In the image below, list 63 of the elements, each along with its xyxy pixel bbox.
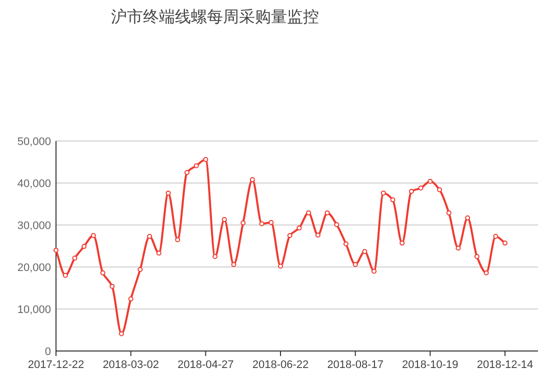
point (54, 248, 58, 253)
point (437, 187, 442, 192)
point (390, 197, 396, 202)
point (128, 296, 134, 302)
point (484, 270, 489, 276)
point (315, 232, 320, 238)
y-tick-label: 20,000 (17, 262, 51, 274)
y-tick-label: 40,000 (17, 178, 51, 190)
x-tick-label: 2017-12-22 (28, 359, 84, 371)
point (212, 254, 218, 259)
x-tick-label: 2018-10-19 (402, 359, 458, 371)
y-tick-label: 0 (44, 346, 51, 358)
point (278, 264, 283, 269)
point (138, 267, 143, 272)
point (306, 210, 312, 216)
point (352, 262, 358, 267)
point (372, 268, 377, 274)
x-tick-label: 2018-08-17 (327, 359, 384, 371)
point (250, 177, 255, 182)
point (493, 234, 498, 239)
point (474, 254, 480, 259)
chart-title: 沪市终端线螺每周采购量监控 (111, 7, 319, 26)
point (166, 190, 171, 196)
point (194, 163, 199, 168)
point (408, 188, 414, 194)
point (231, 262, 236, 267)
y-tick-label: 50,000 (17, 136, 51, 148)
point (343, 241, 348, 246)
point (184, 170, 190, 175)
point (296, 225, 302, 230)
point (240, 220, 246, 226)
point (72, 256, 78, 261)
y-tick-label: 10,000 (17, 304, 51, 316)
x-tick-label: 2018-04-27 (178, 359, 234, 371)
point (90, 233, 96, 238)
point (156, 250, 162, 256)
point (62, 272, 68, 278)
point (456, 246, 461, 251)
point (82, 244, 87, 249)
point (502, 240, 508, 246)
point (259, 221, 264, 226)
point (428, 178, 433, 184)
point (465, 215, 470, 220)
x-tick-label: 2018-12-14 (476, 359, 534, 371)
point (362, 248, 368, 254)
point (222, 217, 227, 222)
point (324, 210, 330, 216)
point (110, 284, 115, 289)
x-tick-label: 2018-06-22 (252, 359, 309, 371)
point (334, 222, 340, 228)
point (203, 156, 208, 162)
point (118, 331, 124, 336)
point (418, 186, 424, 191)
point (400, 240, 405, 246)
point (175, 237, 180, 242)
point (380, 190, 386, 196)
point (147, 234, 152, 239)
y-tick-label: 30,000 (17, 220, 51, 232)
point (268, 220, 274, 225)
point (446, 210, 452, 216)
point (100, 270, 106, 276)
x-tick-label: 2018-03-02 (102, 359, 159, 371)
point (287, 233, 292, 238)
